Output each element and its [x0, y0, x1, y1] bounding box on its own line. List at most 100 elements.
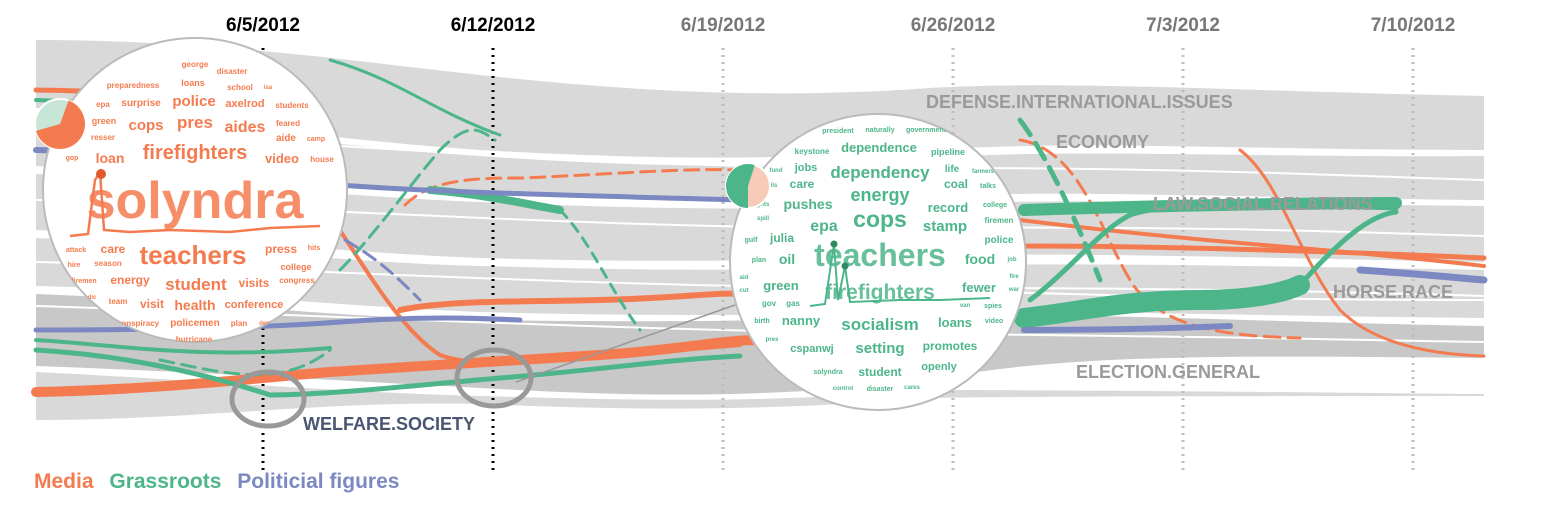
word-epa[interactable]: epa: [810, 218, 838, 235]
word-visits[interactable]: visits: [239, 276, 270, 290]
word-life[interactable]: life: [945, 164, 960, 175]
word-jobs[interactable]: jobs: [794, 162, 818, 174]
word-axelrod[interactable]: axelrod: [225, 98, 264, 110]
word-firefighters[interactable]: firefighters: [143, 142, 247, 164]
word-solyndra[interactable]: solyndra: [87, 172, 305, 230]
word-policemen[interactable]: policemen: [170, 318, 219, 329]
selection-ellipse-6-5[interactable]: [229, 369, 307, 429]
word-rights[interactable]: rights: [753, 202, 770, 208]
word-team[interactable]: team: [109, 297, 128, 306]
word-college[interactable]: college: [280, 262, 311, 272]
word-firefighters[interactable]: firefighters: [825, 281, 935, 304]
word-care[interactable]: care: [101, 242, 126, 256]
word-pres[interactable]: pres: [766, 337, 779, 343]
word-solyndra[interactable]: solyndra: [813, 369, 842, 376]
word-spill[interactable]: spill: [757, 216, 769, 222]
word-green[interactable]: green: [763, 278, 798, 293]
word-police[interactable]: police: [172, 93, 215, 110]
word-house[interactable]: house: [310, 155, 334, 164]
word-gas[interactable]: gas: [786, 299, 800, 308]
word-conspiracy[interactable]: conspiracy: [117, 319, 160, 328]
word-birth[interactable]: birth: [754, 318, 770, 325]
word-government[interactable]: government: [906, 127, 947, 134]
word-college[interactable]: college: [983, 202, 1007, 209]
word-fewer[interactable]: fewer: [962, 280, 996, 295]
word-aide[interactable]: aide: [276, 133, 296, 144]
word-disaster[interactable]: disaster: [867, 386, 894, 393]
word-cares[interactable]: cares: [904, 385, 920, 391]
word-promotes[interactable]: promotes: [923, 339, 978, 353]
word-congress[interactable]: congress: [279, 276, 315, 285]
word-nanny[interactable]: nanny: [782, 313, 821, 328]
word-energy[interactable]: energy: [110, 273, 150, 287]
word-visit[interactable]: visit: [140, 297, 164, 311]
word-students[interactable]: students: [275, 101, 309, 110]
word-pres[interactable]: pres: [177, 113, 213, 132]
word-firemen[interactable]: firemen: [71, 278, 96, 285]
word-coal[interactable]: coal: [944, 177, 968, 191]
word-hits[interactable]: hits: [308, 245, 321, 252]
word-student[interactable]: student: [858, 365, 901, 379]
word-hire[interactable]: hire: [68, 262, 81, 269]
word-socialism[interactable]: socialism: [841, 315, 919, 334]
word-julia[interactable]: julia: [769, 231, 794, 245]
word-war[interactable]: war: [1008, 287, 1020, 293]
word-resser[interactable]: resser: [91, 133, 115, 142]
word-cut[interactable]: cut: [740, 288, 749, 294]
word-cloud-lens-media[interactable]: george disaster preparedness loans epa surpri…: [34, 37, 348, 344]
word-camp[interactable]: camp: [307, 136, 325, 143]
word-cspanwj[interactable]: cspanwj: [790, 343, 833, 355]
word-plan[interactable]: plan: [231, 319, 248, 328]
word-disaster[interactable]: disaster: [217, 67, 248, 76]
word-van[interactable]: van: [960, 303, 971, 309]
word-video[interactable]: video: [985, 318, 1003, 325]
word-george[interactable]: george: [182, 60, 209, 69]
word-epa[interactable]: epa: [96, 100, 110, 109]
word-attack[interactable]: attack: [66, 247, 86, 254]
word-aides[interactable]: aides: [225, 119, 266, 136]
word-dependence[interactable]: dependence: [841, 140, 917, 155]
word-health[interactable]: health: [174, 297, 215, 313]
word-cops[interactable]: cops: [853, 206, 907, 232]
word-control[interactable]: control: [833, 386, 854, 392]
word-job[interactable]: job: [1007, 257, 1017, 263]
word-openly[interactable]: openly: [921, 361, 957, 373]
word-gulf[interactable]: gulf: [745, 237, 758, 244]
word-isa[interactable]: isa: [264, 85, 273, 91]
word-naturally[interactable]: naturally: [865, 127, 894, 134]
word-conference[interactable]: conference: [225, 299, 284, 311]
word-school[interactable]: school: [227, 83, 253, 92]
word-aid[interactable]: aid: [740, 275, 749, 281]
word-season[interactable]: season: [94, 259, 122, 268]
word-ils[interactable]: ils: [771, 183, 778, 189]
word-plan[interactable]: plan: [752, 257, 766, 264]
word-loans[interactable]: loans: [181, 78, 205, 88]
word-student[interactable]: student: [165, 275, 227, 294]
word-green[interactable]: green: [92, 116, 117, 126]
word-surprise[interactable]: surprise: [121, 98, 161, 109]
word-firemen[interactable]: firemen: [985, 216, 1014, 225]
word-police[interactable]: police: [985, 235, 1014, 246]
word-gov[interactable]: gov: [762, 299, 777, 308]
word-spies[interactable]: spies: [984, 303, 1002, 310]
selection-ellipse-6-12[interactable]: [454, 347, 534, 409]
word-hurricane[interactable]: hurricane: [176, 335, 213, 344]
word-video[interactable]: video: [265, 151, 299, 166]
word-setting[interactable]: setting: [855, 340, 904, 357]
word-president[interactable]: president: [822, 128, 854, 135]
word-teachers[interactable]: teachers: [140, 240, 247, 270]
word-dic[interactable]: dic: [88, 295, 97, 301]
word-preparedness[interactable]: preparedness: [107, 81, 160, 90]
word-cops[interactable]: cops: [128, 117, 163, 134]
word-record[interactable]: record: [928, 200, 969, 215]
word-pushes[interactable]: pushes: [783, 196, 832, 212]
word-feared[interactable]: feared: [276, 119, 300, 128]
word-talks[interactable]: talks: [980, 183, 996, 190]
word-dependency[interactable]: dependency: [830, 163, 930, 182]
word-fund[interactable]: fund: [770, 168, 783, 174]
word-loans[interactable]: loans: [938, 315, 972, 330]
word-keystone[interactable]: keystone: [795, 147, 830, 156]
word-food[interactable]: food: [965, 251, 995, 267]
word-pipeline[interactable]: pipeline: [931, 147, 965, 157]
